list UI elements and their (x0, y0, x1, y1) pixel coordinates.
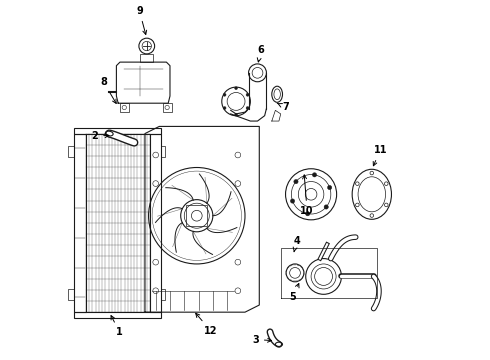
Bar (163, 103, 172, 112)
Circle shape (312, 173, 317, 177)
Bar (161, 146, 165, 157)
Text: 9: 9 (136, 6, 147, 35)
Circle shape (235, 87, 238, 90)
Bar (74, 128, 161, 134)
Bar (74, 134, 86, 312)
Bar (140, 54, 153, 62)
Text: 2: 2 (92, 131, 109, 141)
Text: 1: 1 (111, 316, 123, 337)
Circle shape (223, 93, 226, 96)
Text: 3: 3 (252, 334, 271, 345)
Circle shape (291, 199, 294, 203)
Text: 6: 6 (257, 45, 264, 62)
Text: 11: 11 (373, 145, 387, 166)
Text: 12: 12 (196, 313, 218, 336)
Circle shape (306, 212, 310, 216)
Bar (68, 146, 73, 157)
Circle shape (223, 107, 226, 109)
Text: 5: 5 (290, 284, 299, 302)
Circle shape (246, 107, 249, 109)
Bar (120, 103, 129, 112)
Text: 10: 10 (300, 175, 314, 216)
Bar (74, 312, 161, 318)
Bar (161, 289, 165, 300)
Circle shape (246, 93, 249, 96)
Bar (150, 134, 161, 312)
Circle shape (324, 205, 328, 209)
Circle shape (327, 185, 332, 190)
Circle shape (294, 179, 298, 184)
Text: 4: 4 (293, 236, 300, 252)
Text: 7: 7 (277, 102, 289, 112)
Circle shape (235, 113, 238, 116)
Bar (186, 205, 207, 226)
Text: 8: 8 (100, 77, 116, 103)
Bar (68, 289, 73, 300)
